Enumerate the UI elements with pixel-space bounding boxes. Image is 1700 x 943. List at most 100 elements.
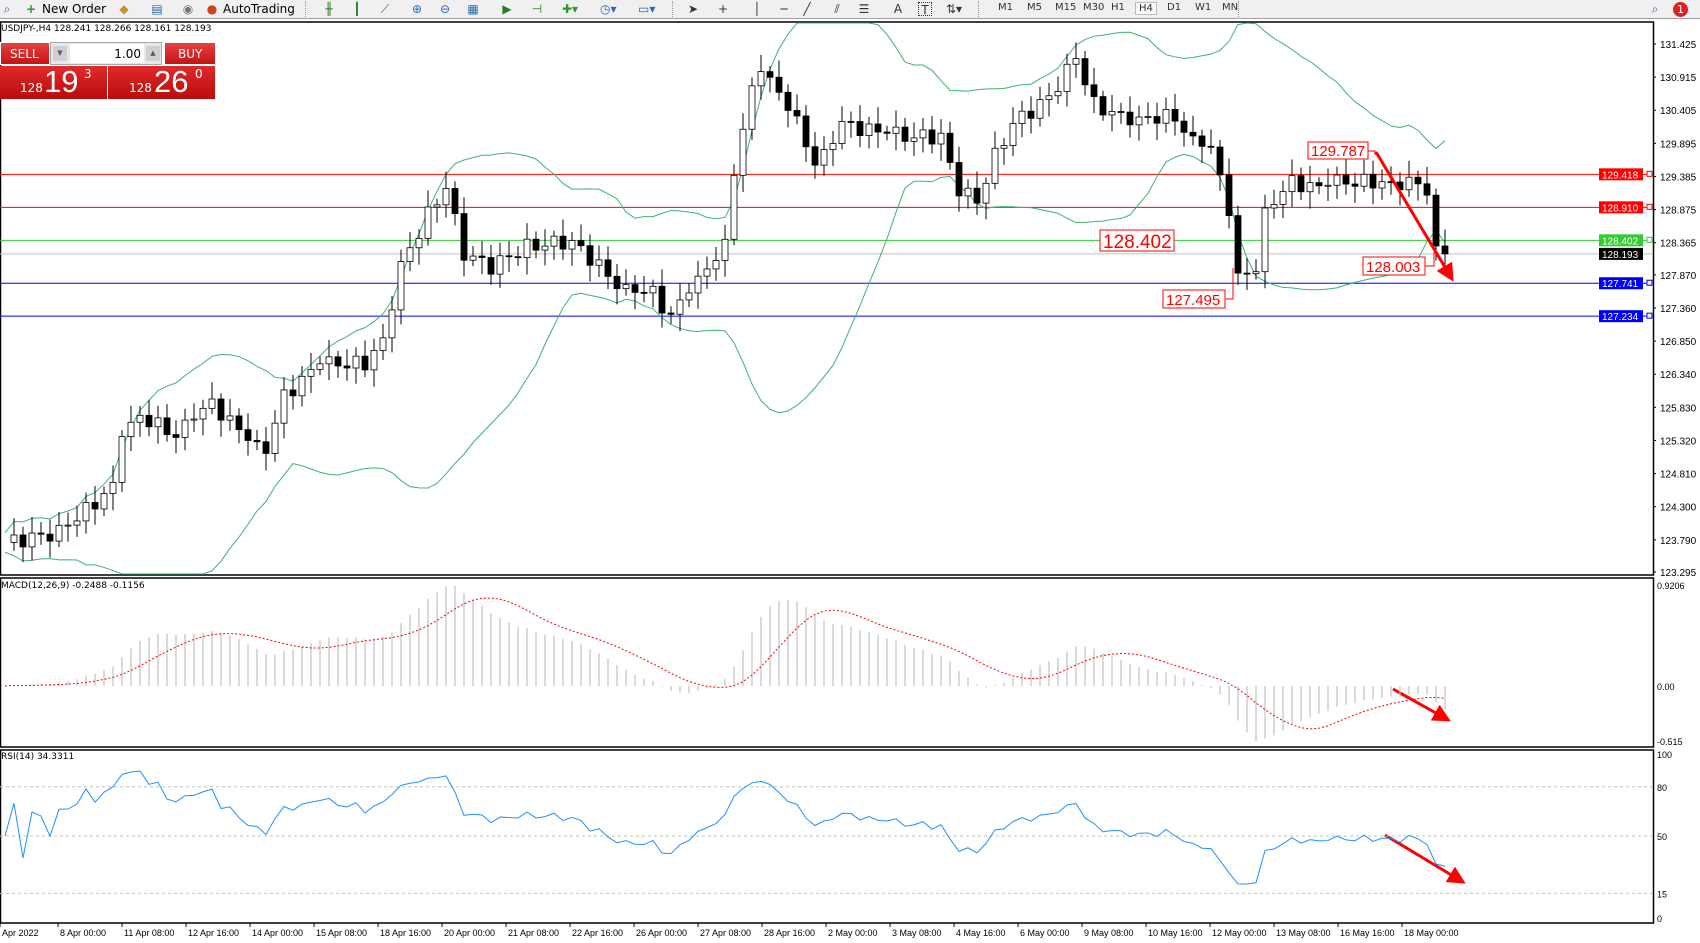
candle-body bbox=[1279, 191, 1287, 205]
candle-body bbox=[226, 415, 234, 421]
candle bbox=[829, 130, 837, 167]
trend-arrow bbox=[1384, 833, 1466, 884]
crosshair-icon[interactable]: + bbox=[717, 2, 729, 16]
candle-body bbox=[811, 146, 819, 166]
lot-stepper[interactable]: ▼ ▲ bbox=[50, 42, 162, 65]
price-tick-label: 123.790 bbox=[1660, 536, 1697, 547]
new-order-button[interactable]: + New Order bbox=[24, 1, 106, 17]
autotrading-button[interactable]: ● AutoTrading bbox=[205, 1, 295, 17]
candle bbox=[757, 54, 765, 100]
zoom-out-icon[interactable]: ⊖ bbox=[439, 2, 451, 16]
lot-input[interactable] bbox=[70, 44, 144, 63]
candle bbox=[262, 426, 270, 471]
tile-windows-icon[interactable]: ▦ bbox=[467, 2, 479, 16]
candle bbox=[784, 84, 792, 128]
fibonacci-icon[interactable]: ☰ bbox=[858, 2, 870, 16]
timeframe-w1[interactable]: W1 bbox=[1195, 2, 1212, 13]
candle-body bbox=[757, 71, 765, 87]
vertical-line-icon[interactable]: │ bbox=[753, 2, 761, 16]
notifications-badge[interactable]: 1 bbox=[1673, 1, 1688, 17]
lot-increase-button[interactable]: ▲ bbox=[146, 46, 160, 61]
candle-body bbox=[1432, 194, 1440, 247]
candle-body bbox=[865, 123, 873, 136]
candle-body bbox=[676, 299, 684, 315]
timeframe-h4[interactable]: H4 bbox=[1135, 2, 1157, 15]
candle bbox=[1117, 102, 1125, 124]
horizontal-line-icon[interactable]: ─ bbox=[780, 2, 788, 16]
candle-body bbox=[1315, 182, 1323, 187]
candle bbox=[631, 275, 639, 310]
candle bbox=[316, 356, 324, 376]
arrows-icon[interactable]: ⇅▾ bbox=[946, 2, 963, 16]
candle-body bbox=[1216, 146, 1224, 176]
time-tick-label: 4 May 16:00 bbox=[956, 928, 1006, 938]
candle bbox=[1225, 158, 1233, 229]
signals-icon[interactable]: ◉ bbox=[182, 2, 194, 16]
candle-body bbox=[604, 259, 612, 277]
buy-price[interactable]: 128 26 0 bbox=[108, 64, 215, 99]
lot-decrease-button[interactable]: ▼ bbox=[53, 46, 67, 61]
candle bbox=[1378, 169, 1386, 200]
candle-body bbox=[640, 291, 648, 294]
sell-button[interactable]: SELL bbox=[0, 42, 50, 65]
candle-body bbox=[208, 398, 216, 409]
channel-icon[interactable]: ⫽ bbox=[834, 2, 840, 16]
sell-price[interactable]: 128 19 3 bbox=[0, 64, 107, 99]
time-tick-label: 6 May 00:00 bbox=[1020, 928, 1070, 938]
candle-body bbox=[298, 375, 306, 397]
trendline-icon[interactable]: ╱ bbox=[803, 2, 811, 16]
market-watch-icon[interactable]: ◆ bbox=[119, 2, 129, 16]
timeframe-m30[interactable]: M30 bbox=[1083, 2, 1105, 13]
time-tick-label: 8 Apr 00:00 bbox=[60, 928, 106, 938]
timeframe-m1[interactable]: M1 bbox=[998, 2, 1013, 13]
search-icon[interactable]: ⌕ bbox=[1651, 2, 1659, 16]
time-tick-label: 10 May 16:00 bbox=[1148, 928, 1203, 938]
chart-shift-icon[interactable]: ⊣ bbox=[531, 2, 543, 16]
timeframe-m15[interactable]: M15 bbox=[1055, 2, 1077, 13]
candle-body bbox=[505, 255, 513, 258]
candle-body bbox=[1288, 175, 1296, 193]
candle bbox=[982, 177, 990, 220]
search-icon[interactable]: ⌕ bbox=[3, 2, 11, 16]
candle bbox=[433, 198, 441, 223]
cursor-icon[interactable]: ➤ bbox=[687, 2, 699, 16]
bollinger-upper-band bbox=[4, 22, 1446, 533]
timeframe-m5[interactable]: M5 bbox=[1027, 2, 1042, 13]
candle-body bbox=[1144, 116, 1152, 118]
navigator-icon[interactable]: ▤ bbox=[151, 2, 163, 16]
bar-chart-icon[interactable]: ╫ bbox=[325, 2, 333, 16]
candle-body bbox=[838, 121, 846, 144]
timeframe-mn[interactable]: MN bbox=[1222, 2, 1239, 13]
candlestick-icon[interactable]: ┃ bbox=[353, 2, 361, 16]
periods-icon[interactable]: ◷▾ bbox=[600, 2, 617, 16]
candle bbox=[973, 171, 981, 215]
candle bbox=[1072, 42, 1080, 78]
line-chart-icon[interactable]: ⟋ bbox=[380, 2, 390, 16]
auto-scroll-icon[interactable]: ▶ bbox=[502, 2, 512, 16]
candle bbox=[487, 244, 495, 285]
text-tool[interactable]: A bbox=[893, 2, 903, 16]
candle bbox=[388, 295, 396, 353]
indicators-icon[interactable]: ✚▾ bbox=[562, 2, 579, 16]
candle-body bbox=[433, 204, 441, 208]
timeframe-h1[interactable]: H1 bbox=[1111, 2, 1125, 13]
label-tool[interactable]: T bbox=[918, 1, 932, 17]
rsi-tick-label: 0 bbox=[1657, 914, 1662, 924]
buy-button[interactable]: BUY bbox=[164, 42, 216, 65]
candle bbox=[775, 60, 783, 101]
timeframe-d1[interactable]: D1 bbox=[1167, 2, 1182, 13]
zoom-in-icon[interactable]: ⊕ bbox=[411, 2, 423, 16]
candle bbox=[955, 146, 963, 212]
buy-price-point: 0 bbox=[195, 67, 203, 81]
bid-price-label: 128.193 bbox=[1602, 250, 1639, 261]
templates-icon[interactable]: ▭▾ bbox=[638, 2, 656, 16]
candle-body bbox=[424, 206, 432, 239]
candle bbox=[469, 245, 477, 267]
candle-body bbox=[595, 259, 603, 266]
candle-body bbox=[550, 235, 558, 247]
candle bbox=[1054, 76, 1062, 105]
price-annotation-box bbox=[1162, 289, 1226, 309]
candle bbox=[235, 408, 243, 444]
candle bbox=[1108, 94, 1116, 132]
